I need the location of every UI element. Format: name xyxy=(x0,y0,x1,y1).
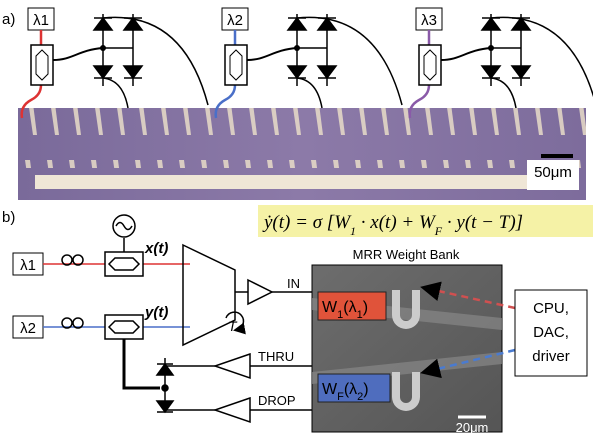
signal-label: y(t) xyxy=(144,304,168,321)
photodiode xyxy=(124,14,142,86)
port-label: DROP xyxy=(258,393,296,408)
delay-label: T xyxy=(228,318,238,334)
laser-label: λ2 xyxy=(20,320,36,337)
laser-label: λ1 xyxy=(20,257,36,274)
laser-label: λ1 xyxy=(33,12,49,29)
text-part: · x(t) + W xyxy=(356,212,437,233)
controller-label: DAC, xyxy=(533,324,569,341)
wire xyxy=(441,48,491,60)
text-part: W xyxy=(322,381,338,398)
modulator xyxy=(31,45,53,85)
port-label: IN xyxy=(287,276,300,291)
text-part: ẏ(t) = σ [W xyxy=(262,212,352,233)
port-label: THRU xyxy=(258,349,294,364)
wire xyxy=(297,17,402,108)
figure: a) λ1λ2λ3 50μm b) ẏ(t) = σ [W1 · x(t) + … xyxy=(0,0,593,434)
wire xyxy=(103,17,208,108)
text-part: (λ xyxy=(344,381,357,398)
photodiode xyxy=(318,14,336,86)
text-part: · y(t − T)] xyxy=(442,212,523,233)
photodiodes xyxy=(157,354,312,422)
amplifier xyxy=(248,280,272,304)
units: λ1 λ2 λ3 xyxy=(22,8,593,118)
signal-label: x(t) xyxy=(144,240,168,257)
chip-pads xyxy=(18,108,586,168)
panel-label: b) xyxy=(2,209,15,226)
modulator xyxy=(225,45,247,85)
wire xyxy=(53,48,103,60)
wire xyxy=(491,17,593,108)
laser-label: λ2 xyxy=(227,12,243,29)
photodiode xyxy=(512,14,530,86)
bank-title: MRR Weight Bank xyxy=(353,247,460,262)
controller-label: CPU, xyxy=(533,300,569,317)
panel-label: a) xyxy=(2,11,15,28)
bus-electrode xyxy=(35,175,575,189)
text-part: ) xyxy=(363,381,368,398)
scale-label: 50μm xyxy=(534,164,572,181)
laser-label: λ3 xyxy=(421,12,437,29)
modulator xyxy=(419,45,441,85)
fiber-coils xyxy=(62,255,83,328)
text-part: W xyxy=(322,299,338,316)
wire xyxy=(247,48,297,60)
controller-label: driver xyxy=(532,348,570,365)
text-part: (λ xyxy=(343,299,356,316)
scale-label: 20μm xyxy=(456,420,489,434)
text-part: ) xyxy=(363,299,368,316)
modulators xyxy=(105,215,143,339)
